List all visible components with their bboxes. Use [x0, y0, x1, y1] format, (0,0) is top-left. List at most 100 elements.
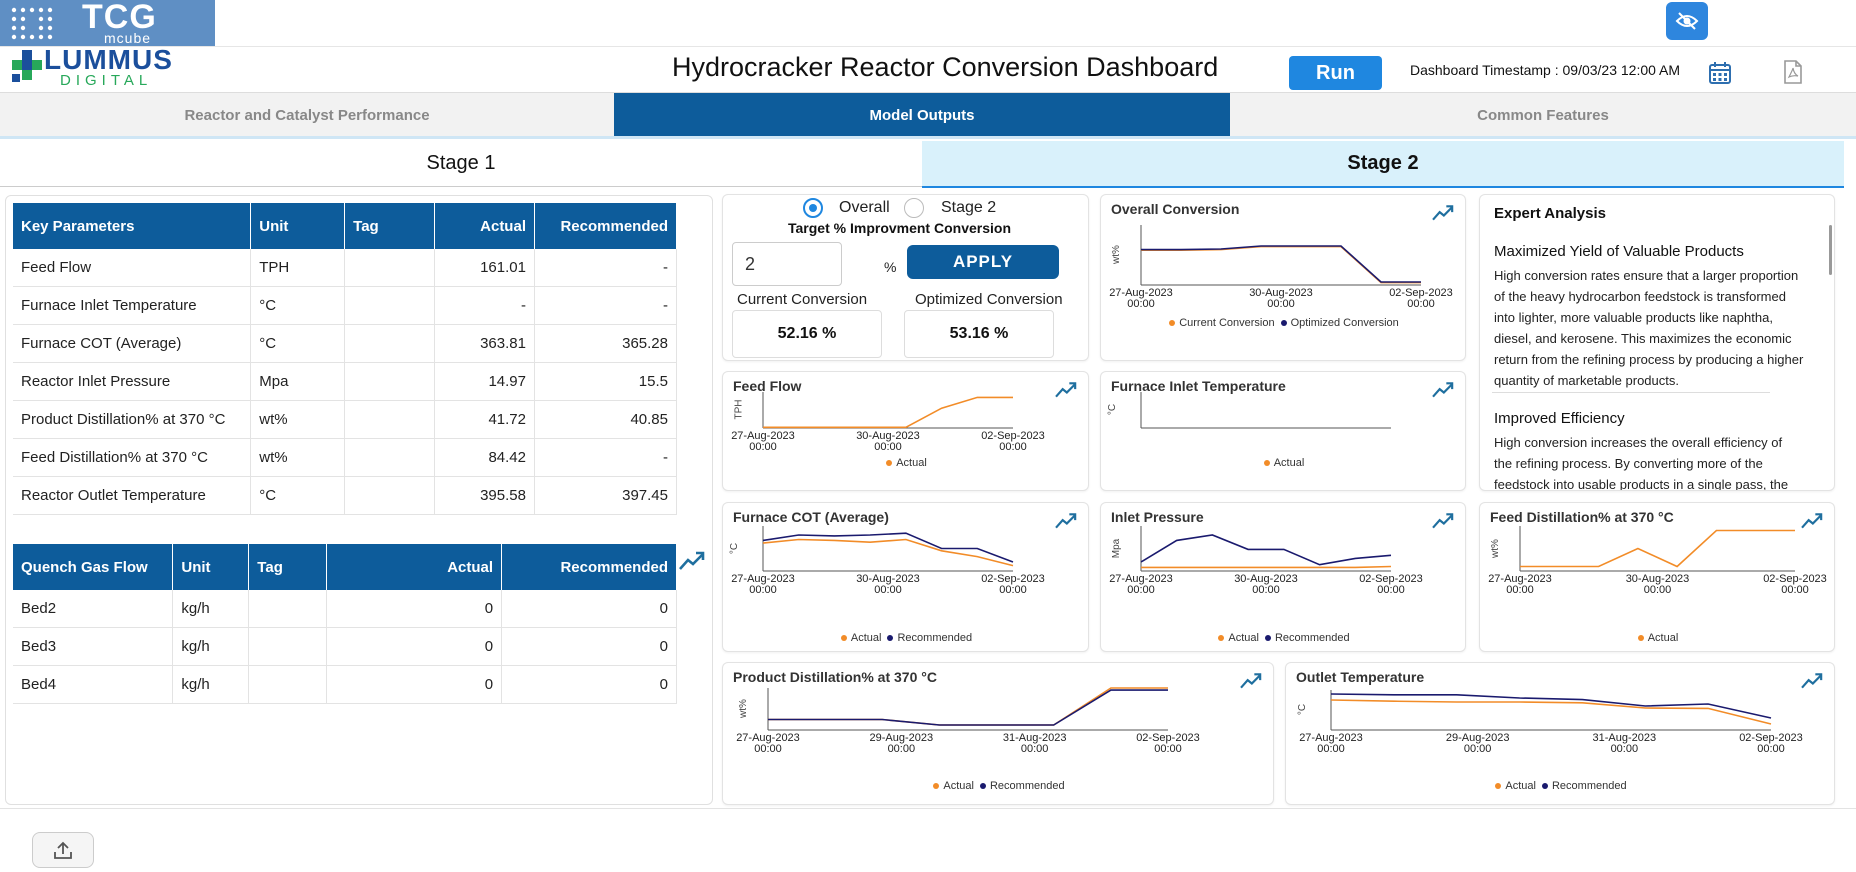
column-header[interactable]: Actual: [326, 544, 503, 590]
trend-chart-icon[interactable]: [1800, 671, 1824, 691]
table-row: Furnace Inlet Temperature °C - -: [13, 286, 678, 325]
pdf-icon[interactable]: [1782, 60, 1804, 84]
trend-chart-icon[interactable]: [1239, 671, 1263, 691]
legend-label: Actual: [1647, 632, 1679, 644]
table-cell: Reactor Outlet Temperature: [13, 476, 252, 515]
legend-item[interactable]: Actual: [933, 780, 974, 792]
expert-analysis-card[interactable]: Expert Analysis Maximized Yield of Valua…: [1479, 194, 1835, 491]
table-row: Bed4 kg/h 0 0: [13, 665, 677, 704]
legend-item[interactable]: Recommended: [979, 780, 1065, 792]
column-header[interactable]: Quench Gas Flow: [13, 544, 174, 590]
column-header[interactable]: Recommended: [501, 544, 677, 590]
table-cell: [248, 665, 328, 704]
trend-chart-icon[interactable]: [1431, 380, 1455, 400]
table-row: Bed3 kg/h 0 0: [13, 627, 677, 666]
column-header[interactable]: Key Parameters: [13, 203, 252, 249]
calendar-icon[interactable]: [1708, 61, 1732, 85]
legend-item[interactable]: Current Conversion: [1169, 317, 1275, 329]
column-header[interactable]: Recommended: [534, 203, 678, 249]
x-tick-label: 29-Aug-2023 00:00: [1445, 732, 1510, 755]
optimized-conversion-label: Optimized Conversion: [915, 291, 1063, 308]
x-tick-label: 30-Aug-2023 00:00: [1234, 573, 1298, 596]
legend-marker: [1169, 320, 1176, 326]
legend-item[interactable]: Recommended: [1264, 632, 1350, 644]
legend-item[interactable]: Recommended: [887, 632, 972, 644]
legend-item[interactable]: Recommended: [1541, 780, 1627, 792]
table-cell: kg/h: [172, 665, 250, 704]
column-header[interactable]: Unit: [250, 203, 346, 249]
upload-button[interactable]: [32, 832, 94, 868]
x-tick-label: 29-Aug-2023 00:00: [869, 732, 934, 755]
column-header[interactable]: Actual: [434, 203, 535, 249]
legend-label: Recommended: [1274, 632, 1350, 644]
optimized-conversion-value: 53.16 %: [904, 310, 1054, 358]
table-cell: Furnace Inlet Temperature: [13, 286, 252, 325]
expert-divider: [1492, 392, 1770, 393]
legend-item[interactable]: Optimized Conversion: [1280, 317, 1399, 329]
legend-label: Actual: [1505, 780, 1536, 792]
apply-button[interactable]: APPLY: [907, 245, 1059, 279]
tab-reactor-catalyst[interactable]: Reactor and Catalyst Performance: [0, 93, 614, 137]
x-tick-label: 27-Aug-2023 00:00: [1488, 573, 1552, 596]
legend-item[interactable]: Actual: [1263, 457, 1304, 469]
table-cell: wt%: [250, 438, 346, 477]
legend-item[interactable]: Actual: [840, 632, 881, 644]
legend-item[interactable]: Actual: [1218, 632, 1259, 644]
table-cell: [344, 286, 436, 325]
x-tick-label: 02-Sep-2023 00:00: [1763, 573, 1827, 596]
series-line-actual: [1330, 699, 1772, 725]
table-cell: [344, 324, 436, 363]
legend-item[interactable]: Actual: [1495, 780, 1536, 792]
table-cell: °C: [250, 476, 346, 515]
trend-chart-icon[interactable]: [678, 549, 706, 573]
eye-slash-icon: [1675, 12, 1699, 30]
column-header[interactable]: Unit: [172, 544, 250, 590]
table-cell: 397.45: [534, 476, 678, 515]
legend-label: Recommended: [989, 780, 1065, 792]
table-cell: 15.5: [534, 362, 678, 401]
lummus-logo-icon: [12, 50, 42, 82]
trend-chart-icon[interactable]: [1054, 380, 1078, 400]
legend-item[interactable]: Actual: [886, 457, 927, 469]
chart-title: Furnace COT (Average): [733, 509, 889, 525]
table-cell: [344, 362, 436, 401]
dashboard-timestamp: Dashboard Timestamp : 09/03/23 12:00 AM: [1410, 62, 1681, 78]
series-line-actual: [1520, 529, 1795, 568]
radio-stage-2[interactable]: [904, 198, 924, 218]
series-line-actual: [762, 538, 1014, 567]
series-line-recommended: [1140, 534, 1392, 566]
target-percent-input[interactable]: 2: [732, 242, 842, 286]
expert-section-heading: Maximized Yield of Valuable Products: [1494, 243, 1744, 260]
visibility-toggle-button[interactable]: [1666, 2, 1708, 40]
outlet-temperature-card: Outlet Temperature °C 27-Aug-2023 00:00 29-A…: [1285, 662, 1835, 805]
trend-chart-icon[interactable]: [1800, 511, 1824, 531]
column-header[interactable]: Tag: [344, 203, 436, 249]
x-tick-label: 30-Aug-2023 00:00: [1625, 573, 1690, 596]
tcg-dots-icon: [11, 7, 53, 40]
x-tick-label: 27-Aug-2023 00:00: [736, 732, 800, 755]
column-header[interactable]: Tag: [248, 544, 328, 590]
table-cell: [344, 438, 436, 477]
radio-overall[interactable]: [803, 198, 823, 218]
expert-scrollbar[interactable]: [1829, 225, 1832, 275]
tab-stage-1[interactable]: Stage 1: [0, 141, 922, 187]
table-cell: Feed Distillation% at 370 °C: [13, 438, 252, 477]
tab-common-features[interactable]: Common Features: [1230, 93, 1856, 137]
legend-label: Actual: [1228, 632, 1259, 644]
legend-item[interactable]: Actual: [1637, 632, 1679, 644]
overall-conversion-card: Overall Conversion wt% 27-Aug-2023 00:00 30-…: [1100, 194, 1466, 361]
run-button[interactable]: Run: [1289, 56, 1382, 90]
series-line-recommended: [762, 532, 1014, 563]
table-row: Product Distillation% at 370 °C wt% 41.72 4…: [13, 400, 678, 439]
x-tick-label: 27-Aug-2023 00:00: [1109, 287, 1173, 310]
trend-chart-icon[interactable]: [1431, 511, 1455, 531]
table-cell: Furnace COT (Average): [13, 324, 252, 363]
tab-model-outputs[interactable]: Model Outputs: [614, 93, 1230, 137]
trend-chart-icon[interactable]: [1431, 203, 1455, 223]
table-cell: Bed4: [13, 665, 174, 704]
table-cell: Bed2: [13, 590, 174, 628]
table-cell: °C: [250, 324, 346, 363]
tab-stage-2[interactable]: Stage 2: [922, 141, 1844, 188]
trend-chart-icon[interactable]: [1054, 511, 1078, 531]
furnace-cot-card: Furnace COT (Average) °C 27-Aug-2023 00:00 3…: [722, 502, 1089, 652]
